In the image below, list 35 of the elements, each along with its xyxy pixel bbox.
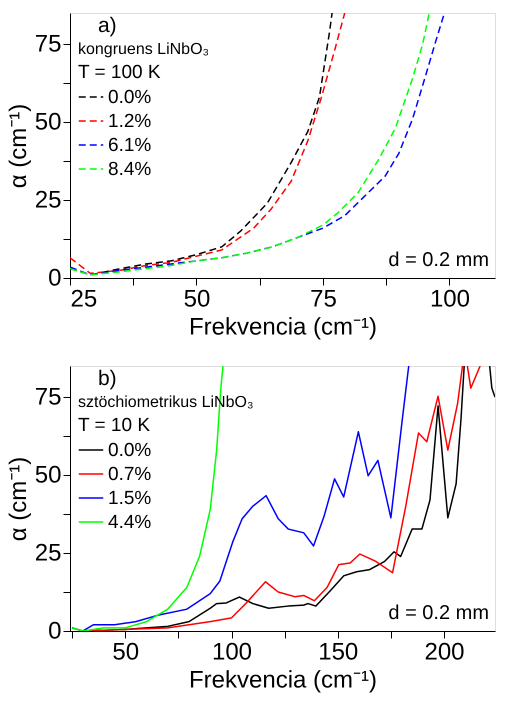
legend-label: 1.5%	[108, 488, 152, 509]
legend-label: 8.4%	[108, 159, 152, 180]
legend-title: T = 10 K	[78, 415, 150, 436]
y-tick-label: 75	[34, 30, 62, 58]
x-tick-label: 75	[310, 286, 337, 312]
x-tick-label: 50	[184, 286, 210, 312]
legend-label: 0.0%	[108, 87, 152, 108]
annotation: b)	[98, 367, 117, 390]
legend-label: 0.0%	[108, 440, 152, 461]
x-tick-label: 100	[430, 286, 470, 312]
annotation: d = 0.2 mm	[388, 602, 489, 624]
y-tick-label: 0	[48, 618, 62, 644]
annotation: kongruens LiNbO₃	[78, 41, 210, 58]
y-tick-label: 50	[34, 462, 62, 489]
y-axis-title: α (cm⁻¹)	[4, 456, 32, 542]
legend-label: 4.4%	[108, 512, 152, 533]
x-tick-label: 200	[424, 638, 465, 666]
legend-label: 1.2%	[108, 111, 152, 132]
annotation: d = 0.2 mm	[388, 249, 489, 271]
y-tick-label: 25	[34, 186, 62, 214]
y-tick-label: 50	[34, 108, 62, 136]
y-tick-label: 75	[34, 384, 62, 411]
y-tick-label: 0	[48, 264, 62, 292]
x-axis-title: Frekvencia (cm⁻¹)	[188, 666, 378, 694]
x-axis-title: Frekvencia (cm⁻¹)	[188, 314, 378, 340]
x-tick-label: 100	[212, 638, 252, 666]
legend-label: 0.7%	[108, 464, 152, 485]
legend-label: 6.1%	[108, 135, 152, 156]
x-tick-label: 150	[318, 638, 358, 666]
x-tick-label: 50	[112, 638, 140, 666]
x-tick-label: 25	[70, 286, 98, 312]
legend-title: T = 100 K	[78, 62, 161, 83]
y-tick-label: 25	[34, 540, 62, 567]
annotation: a)	[98, 14, 117, 37]
y-axis-title: α (cm⁻¹)	[4, 104, 32, 188]
